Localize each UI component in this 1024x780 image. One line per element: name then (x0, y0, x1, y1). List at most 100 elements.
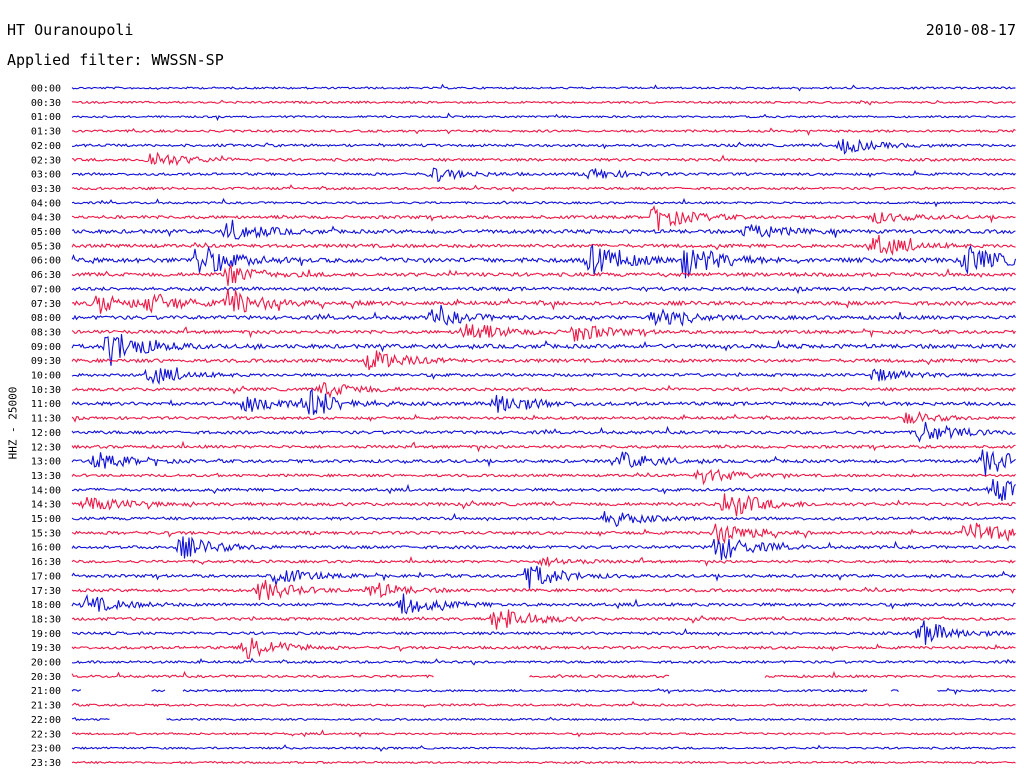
trace-row (71, 716, 1016, 722)
row-time-label: 19:30 (31, 643, 61, 654)
trace-row (71, 83, 1016, 92)
tick-label-layer: 00:00 00:30 01:00 01:30 02:00 02:30 03:00 03:30… (31, 84, 61, 769)
row-time-label: 02:30 (31, 155, 61, 166)
row-time-label: 13:00 (31, 457, 61, 468)
row-time-label: 00:00 (31, 84, 61, 95)
row-time-label: 06:30 (31, 270, 61, 281)
row-time-label: 04:30 (31, 213, 61, 224)
trace-row (71, 729, 1016, 738)
row-time-label: 21:00 (31, 686, 61, 697)
row-time-label: 12:00 (31, 428, 61, 439)
trace-row (71, 304, 1016, 327)
row-time-label: 08:30 (31, 327, 61, 338)
row-time-label: 07:00 (31, 284, 61, 295)
trace-row (71, 700, 1016, 709)
row-time-label: 22:30 (31, 729, 61, 740)
trace-row (71, 323, 1016, 342)
row-time-label: 20:30 (31, 672, 61, 683)
trace-row (71, 99, 1016, 106)
trace-row (71, 263, 1016, 286)
trace-row (71, 184, 1016, 193)
trace-row (71, 637, 1016, 660)
row-time-label: 04:00 (31, 198, 61, 209)
trace-row (71, 333, 1016, 366)
trace-row (71, 579, 1016, 601)
date-label: 2010-08-17 (925, 21, 1016, 39)
row-time-label: 23:30 (31, 758, 61, 769)
trace-row (71, 127, 1016, 136)
trace-row (71, 219, 1016, 240)
trace-row (71, 522, 1016, 545)
row-time-label: 17:00 (31, 571, 61, 582)
trace-row (71, 367, 1016, 386)
trace-row (71, 410, 1016, 424)
row-time-label: 18:30 (31, 614, 61, 625)
row-time-label: 09:00 (31, 342, 61, 353)
trace-row (71, 744, 1016, 752)
row-time-label: 16:00 (31, 543, 61, 554)
row-time-label: 11:30 (31, 414, 61, 425)
trace-row (71, 243, 1017, 279)
trace-row (71, 234, 1016, 256)
row-time-label: 07:30 (31, 299, 61, 310)
trace-row (71, 204, 1016, 231)
trace-row (71, 197, 1016, 208)
row-time-label: 01:00 (31, 112, 61, 123)
row-time-label: 10:30 (31, 385, 61, 396)
row-time-label: 05:00 (31, 227, 61, 238)
trace-row (71, 388, 1016, 415)
trace-row (71, 609, 1016, 630)
row-time-label: 16:30 (31, 557, 61, 568)
trace-row (71, 167, 1016, 183)
trace-row (71, 138, 1016, 155)
trace-row (71, 670, 1016, 679)
trace-row (71, 620, 1016, 645)
row-time-label: 06:00 (31, 256, 61, 267)
trace-row (71, 288, 1016, 314)
row-time-label: 15:00 (31, 514, 61, 525)
trace-row (71, 493, 1016, 517)
row-time-label: 14:30 (31, 500, 61, 511)
row-time-label: 14:00 (31, 485, 61, 496)
row-time-label: 19:00 (31, 629, 61, 640)
station-title: HT Ouranoupoli (7, 21, 134, 39)
row-time-label: 13:30 (31, 471, 61, 482)
trace-row (71, 350, 1016, 371)
trace-row (71, 381, 1016, 399)
trace-row (71, 479, 1016, 502)
row-time-label: 09:30 (31, 356, 61, 367)
trace-row (71, 151, 1016, 167)
row-time-label: 23:00 (31, 744, 61, 755)
trace-row (71, 687, 1016, 696)
trace-row (71, 760, 1016, 765)
trace-row (71, 449, 1016, 477)
row-time-label: 11:00 (31, 399, 61, 410)
trace-row (71, 565, 1016, 590)
filter-label: Applied filter: WWSSN-SP (7, 51, 224, 69)
row-time-label: 10:00 (31, 371, 61, 382)
trace-layer (71, 83, 1017, 765)
trace-row (71, 593, 1016, 615)
trace-row (71, 421, 1016, 443)
row-time-label: 03:30 (31, 184, 61, 195)
row-time-label: 02:00 (31, 141, 61, 152)
row-time-label: 03:00 (31, 170, 61, 181)
trace-row (71, 440, 1016, 453)
row-time-label: 15:30 (31, 528, 61, 539)
trace-row (71, 511, 1016, 528)
row-time-label: 12:30 (31, 442, 61, 453)
row-time-label: 08:00 (31, 313, 61, 324)
row-time-label: 17:30 (31, 586, 61, 597)
row-time-label: 01:30 (31, 127, 61, 138)
row-time-label: 05:30 (31, 241, 61, 252)
row-time-label: 20:00 (31, 658, 61, 669)
row-time-label: 22:00 (31, 715, 61, 726)
trace-row (71, 112, 1016, 122)
trace-row (71, 555, 1016, 568)
row-time-label: 18:00 (31, 600, 61, 611)
trace-row (71, 536, 1016, 561)
row-time-label: 21:30 (31, 701, 61, 712)
trace-row (71, 657, 1016, 666)
trace-row (71, 286, 1016, 295)
